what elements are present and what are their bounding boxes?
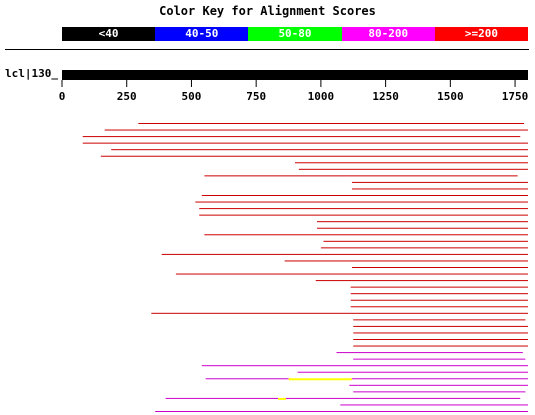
- key-segment-50-80: 50-80: [248, 27, 342, 41]
- hit-segment[interactable]: [350, 299, 528, 301]
- hit-segment[interactable]: [204, 234, 528, 236]
- hit-segment[interactable]: [353, 319, 526, 321]
- hit-segment[interactable]: [204, 175, 518, 177]
- hit-segment[interactable]: [278, 397, 286, 400]
- query-label: lcl|130_: [5, 67, 58, 80]
- hit-segment[interactable]: [336, 352, 523, 354]
- axis-tick-label: 250: [117, 90, 137, 103]
- hit-segment[interactable]: [323, 240, 528, 242]
- hit-segment[interactable]: [288, 378, 352, 381]
- hit-segment[interactable]: [205, 378, 289, 380]
- axis-tick-label: 0: [59, 90, 66, 103]
- hit-segment[interactable]: [353, 332, 528, 334]
- hit-segment[interactable]: [353, 339, 528, 340]
- key-segment-80-200: 80-200: [341, 27, 435, 41]
- hit-segment[interactable]: [349, 384, 528, 386]
- hit-segment[interactable]: [295, 162, 528, 164]
- hit-segment[interactable]: [350, 286, 528, 288]
- hit-segment[interactable]: [317, 221, 528, 223]
- hit-segment[interactable]: [320, 247, 528, 249]
- key-segment-lt40: <40: [62, 27, 156, 41]
- hit-segment[interactable]: [201, 365, 529, 367]
- axis-tick-label: 500: [182, 90, 202, 103]
- key-segment-40-50: 40-50: [155, 27, 249, 41]
- hit-segment[interactable]: [350, 306, 528, 308]
- color-key-bar: <40 40-50 50-80 80-200 >=200: [62, 27, 529, 41]
- hit-segment[interactable]: [201, 195, 529, 196]
- hit-segment[interactable]: [155, 411, 528, 412]
- key-segment-gte200: >=200: [434, 27, 529, 41]
- hit-segment[interactable]: [82, 136, 521, 138]
- hit-segment[interactable]: [161, 253, 528, 255]
- query-bar: [62, 70, 528, 80]
- hit-segment[interactable]: [100, 155, 528, 157]
- hit-segment[interactable]: [284, 260, 528, 262]
- divider-line: [5, 49, 529, 50]
- axis-tick-label: 1000: [308, 90, 335, 103]
- axis-tick-label: 1500: [437, 90, 464, 103]
- hit-segment[interactable]: [353, 358, 526, 360]
- hit-segment[interactable]: [351, 267, 528, 268]
- hit-segment[interactable]: [104, 129, 528, 131]
- axis-tick-label: 1250: [372, 90, 399, 103]
- hit-segment[interactable]: [111, 149, 528, 151]
- hit-segment[interactable]: [317, 227, 528, 229]
- hit-segment[interactable]: [175, 273, 528, 275]
- hit-segment[interactable]: [315, 280, 528, 282]
- hit-segment[interactable]: [151, 312, 529, 314]
- hit-segment[interactable]: [199, 208, 528, 210]
- hit-segment[interactable]: [340, 404, 528, 406]
- axis-tick-label: 750: [246, 90, 266, 103]
- color-key-title: Color Key for Alignment Scores: [159, 4, 376, 18]
- hit-segment[interactable]: [353, 345, 528, 347]
- hit-segment[interactable]: [165, 397, 279, 399]
- hit-segment[interactable]: [82, 142, 528, 144]
- hit-segment[interactable]: [297, 371, 528, 373]
- hit-segment[interactable]: [353, 391, 526, 393]
- hit-segment[interactable]: [351, 181, 528, 183]
- hit-segment[interactable]: [285, 397, 521, 399]
- hit-segment[interactable]: [353, 325, 528, 327]
- axis-tick-label: 1750: [502, 90, 529, 103]
- hit-segment[interactable]: [298, 168, 528, 170]
- hit-segment[interactable]: [195, 201, 529, 203]
- hit-segment[interactable]: [199, 214, 528, 216]
- hit-segment[interactable]: [351, 378, 528, 380]
- hit-segment[interactable]: [350, 293, 528, 295]
- hit-segment[interactable]: [351, 188, 528, 190]
- hit-segment[interactable]: [138, 123, 525, 124]
